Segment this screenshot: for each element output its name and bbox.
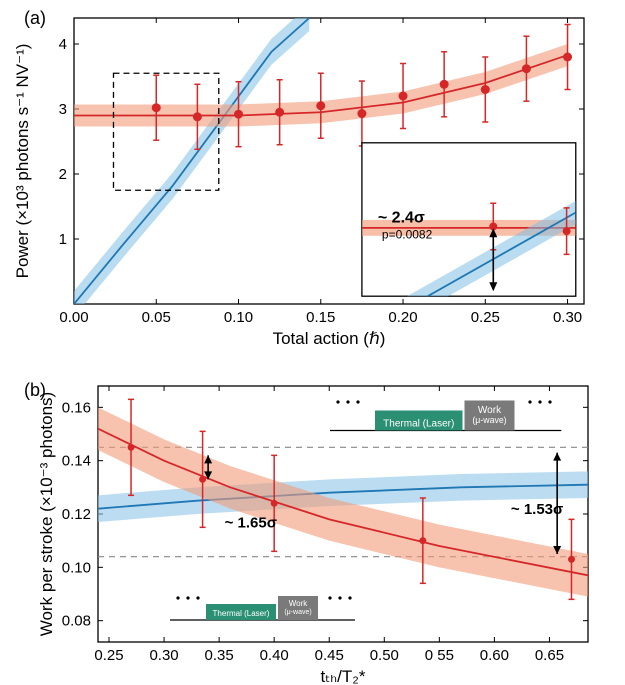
svg-text:0.35: 0.35	[205, 647, 234, 664]
svg-text:(μ-wave): (μ-wave)	[472, 415, 506, 425]
svg-text:0.10: 0.10	[224, 309, 253, 326]
svg-text:2: 2	[59, 166, 67, 183]
svg-text:Power (×10³ photons s⁻¹ NV⁻¹): Power (×10³ photons s⁻¹ NV⁻¹)	[13, 44, 32, 279]
svg-text:Total action (ℏ): Total action (ℏ)	[273, 329, 386, 348]
svg-text:p=0.0082: p=0.0082	[382, 228, 433, 242]
svg-text:Work: Work	[289, 599, 309, 608]
svg-text:3: 3	[59, 101, 67, 118]
svg-text:Thermal (Laser): Thermal (Laser)	[213, 609, 270, 618]
svg-text:Work per stroke (×10⁻³ photon: Work per stroke (×10⁻³ photons)	[37, 392, 56, 636]
svg-text:0.20: 0.20	[388, 309, 417, 326]
svg-text:0.30: 0.30	[149, 647, 178, 664]
svg-text:0.00: 0.00	[59, 309, 88, 326]
svg-text:0.25: 0.25	[471, 309, 500, 326]
svg-text:tₜₕ/T₂*: tₜₕ/T₂*	[321, 667, 366, 685]
svg-text:0.25: 0.25	[94, 647, 123, 664]
svg-text:Thermal (Laser): Thermal (Laser)	[383, 419, 454, 430]
svg-text:0.05: 0.05	[142, 309, 171, 326]
svg-text:~ 2.4σ: ~ 2.4σ	[378, 210, 425, 227]
svg-text:~ 1.65σ: ~ 1.65σ	[225, 514, 277, 531]
svg-text:0.60: 0.60	[480, 647, 509, 664]
svg-text:0.40: 0.40	[260, 647, 289, 664]
svg-text:0 55: 0 55	[425, 647, 454, 664]
svg-text:(b): (b)	[24, 380, 46, 400]
svg-text:0.45: 0.45	[315, 647, 344, 664]
svg-text:0.50: 0.50	[370, 647, 399, 664]
svg-text:0.16: 0.16	[62, 399, 91, 416]
svg-text:~ 1.53σ: ~ 1.53σ	[511, 501, 563, 518]
svg-text:4: 4	[59, 36, 67, 53]
svg-text:0.12: 0.12	[62, 506, 91, 523]
svg-text:0.10: 0.10	[62, 559, 91, 576]
svg-text:0.65: 0.65	[535, 647, 564, 664]
svg-text:1: 1	[59, 231, 67, 248]
svg-text:0.08: 0.08	[62, 613, 91, 630]
svg-text:0.30: 0.30	[553, 309, 582, 326]
svg-text:(μ-wave): (μ-wave)	[284, 609, 311, 616]
svg-text:0.15: 0.15	[306, 309, 335, 326]
svg-text:(a): (a)	[24, 8, 46, 28]
svg-text:0.14: 0.14	[62, 453, 91, 470]
